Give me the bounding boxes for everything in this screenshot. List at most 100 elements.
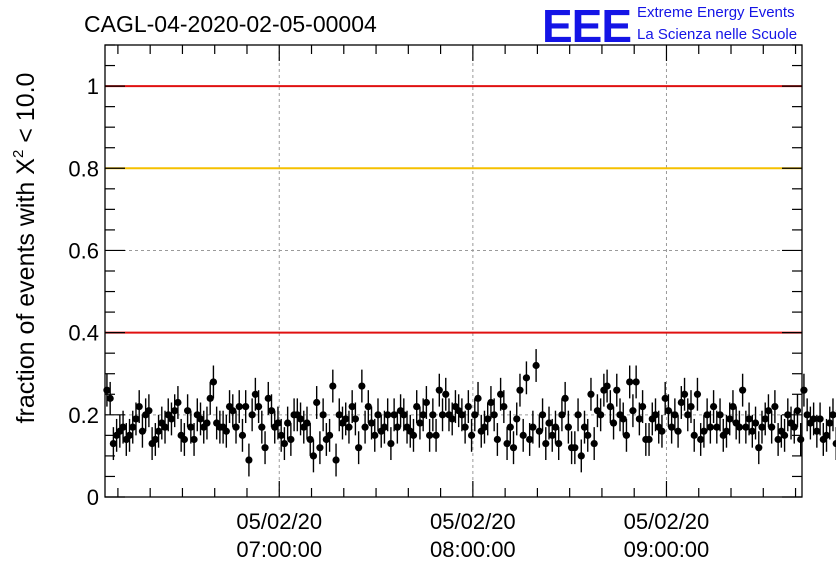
data-point bbox=[258, 410, 266, 444]
x-tick-date-label-2: 05/02/20 bbox=[624, 509, 710, 534]
data-point bbox=[674, 414, 682, 448]
data-point bbox=[819, 423, 827, 456]
y-axis-title-prefix: fraction of events with bbox=[12, 175, 40, 424]
data-point bbox=[384, 398, 392, 432]
data-point bbox=[296, 402, 305, 436]
data-point bbox=[742, 410, 750, 444]
data-point bbox=[480, 410, 489, 444]
x-tick-time-label-0: 07:00:00 bbox=[236, 537, 322, 562]
point-marker bbox=[348, 403, 356, 411]
point-marker bbox=[580, 423, 589, 431]
data-point bbox=[751, 406, 760, 440]
point-marker bbox=[145, 407, 153, 415]
data-point bbox=[332, 443, 340, 477]
data-point bbox=[697, 423, 705, 456]
y-axis-title-chi: X bbox=[12, 158, 40, 175]
data-point bbox=[248, 398, 256, 432]
x-tick-date-label-1: 05/02/20 bbox=[430, 509, 516, 534]
point-marker bbox=[609, 419, 618, 427]
point-marker bbox=[522, 374, 531, 382]
point-marker bbox=[700, 427, 708, 435]
point-marker bbox=[800, 386, 808, 394]
data-point bbox=[558, 398, 566, 432]
data-point bbox=[735, 410, 743, 444]
point-marker bbox=[203, 419, 211, 427]
data-point bbox=[645, 423, 653, 456]
data-point bbox=[768, 410, 776, 444]
data-point bbox=[632, 365, 640, 399]
data-point bbox=[548, 418, 556, 452]
data-point bbox=[626, 365, 634, 399]
data-point bbox=[739, 373, 747, 407]
point-marker bbox=[780, 431, 789, 439]
data-point bbox=[455, 394, 463, 428]
point-marker bbox=[529, 423, 537, 431]
point-marker bbox=[184, 407, 192, 415]
point-marker bbox=[448, 415, 456, 423]
data-point bbox=[409, 418, 418, 452]
point-marker bbox=[374, 411, 382, 419]
data-point bbox=[355, 431, 363, 465]
point-marker bbox=[167, 415, 176, 423]
data-point bbox=[232, 410, 240, 444]
point-marker bbox=[506, 423, 514, 431]
data-point bbox=[729, 390, 737, 424]
point-marker bbox=[296, 415, 305, 423]
data-point bbox=[167, 402, 176, 436]
data-point bbox=[493, 423, 501, 456]
point-marker bbox=[739, 386, 747, 394]
point-marker bbox=[697, 435, 705, 444]
data-point bbox=[577, 439, 585, 473]
data-point bbox=[329, 369, 337, 403]
point-marker bbox=[629, 407, 637, 415]
point-marker bbox=[174, 398, 182, 407]
point-marker bbox=[635, 415, 643, 423]
y-tick-label-5: 1 bbox=[87, 74, 99, 99]
point-marker bbox=[471, 411, 479, 419]
data-point bbox=[135, 390, 143, 424]
point-marker bbox=[577, 452, 585, 460]
point-marker bbox=[267, 407, 276, 415]
data-point bbox=[513, 402, 521, 436]
data-point bbox=[790, 410, 798, 444]
point-marker bbox=[303, 419, 311, 427]
point-marker bbox=[364, 403, 372, 411]
point-marker bbox=[545, 419, 553, 427]
data-point bbox=[435, 373, 443, 407]
data-point bbox=[464, 390, 472, 424]
point-marker bbox=[209, 378, 218, 386]
data-point bbox=[322, 423, 330, 456]
data-point bbox=[603, 369, 611, 403]
point-marker bbox=[393, 423, 401, 431]
data-point bbox=[103, 373, 111, 407]
data-point bbox=[484, 402, 492, 436]
point-marker bbox=[748, 427, 756, 435]
data-point bbox=[361, 410, 369, 444]
data-point bbox=[535, 414, 543, 448]
run-title: CAGL-04-2020-02-05-00004 bbox=[84, 11, 377, 37]
point-marker bbox=[129, 423, 137, 431]
data-point bbox=[761, 402, 769, 436]
point-marker bbox=[261, 444, 269, 452]
point-marker bbox=[384, 411, 392, 419]
point-marker bbox=[419, 411, 427, 419]
data-point bbox=[613, 373, 621, 407]
y-axis-title-suffix: < 10.0 bbox=[12, 73, 40, 150]
data-point bbox=[116, 414, 124, 448]
data-point bbox=[606, 390, 614, 424]
data-point bbox=[174, 386, 182, 419]
point-marker bbox=[619, 415, 627, 423]
data-point bbox=[467, 418, 476, 452]
data-point bbox=[125, 418, 134, 452]
point-marker bbox=[764, 407, 773, 415]
data-point bbox=[561, 381, 569, 415]
point-marker bbox=[516, 386, 524, 394]
point-marker bbox=[438, 411, 447, 419]
point-marker bbox=[229, 407, 237, 415]
point-marker bbox=[784, 411, 792, 419]
point-marker bbox=[154, 427, 163, 435]
point-marker bbox=[251, 390, 259, 398]
point-marker bbox=[426, 431, 434, 439]
point-marker bbox=[758, 423, 766, 431]
data-point bbox=[597, 398, 605, 432]
